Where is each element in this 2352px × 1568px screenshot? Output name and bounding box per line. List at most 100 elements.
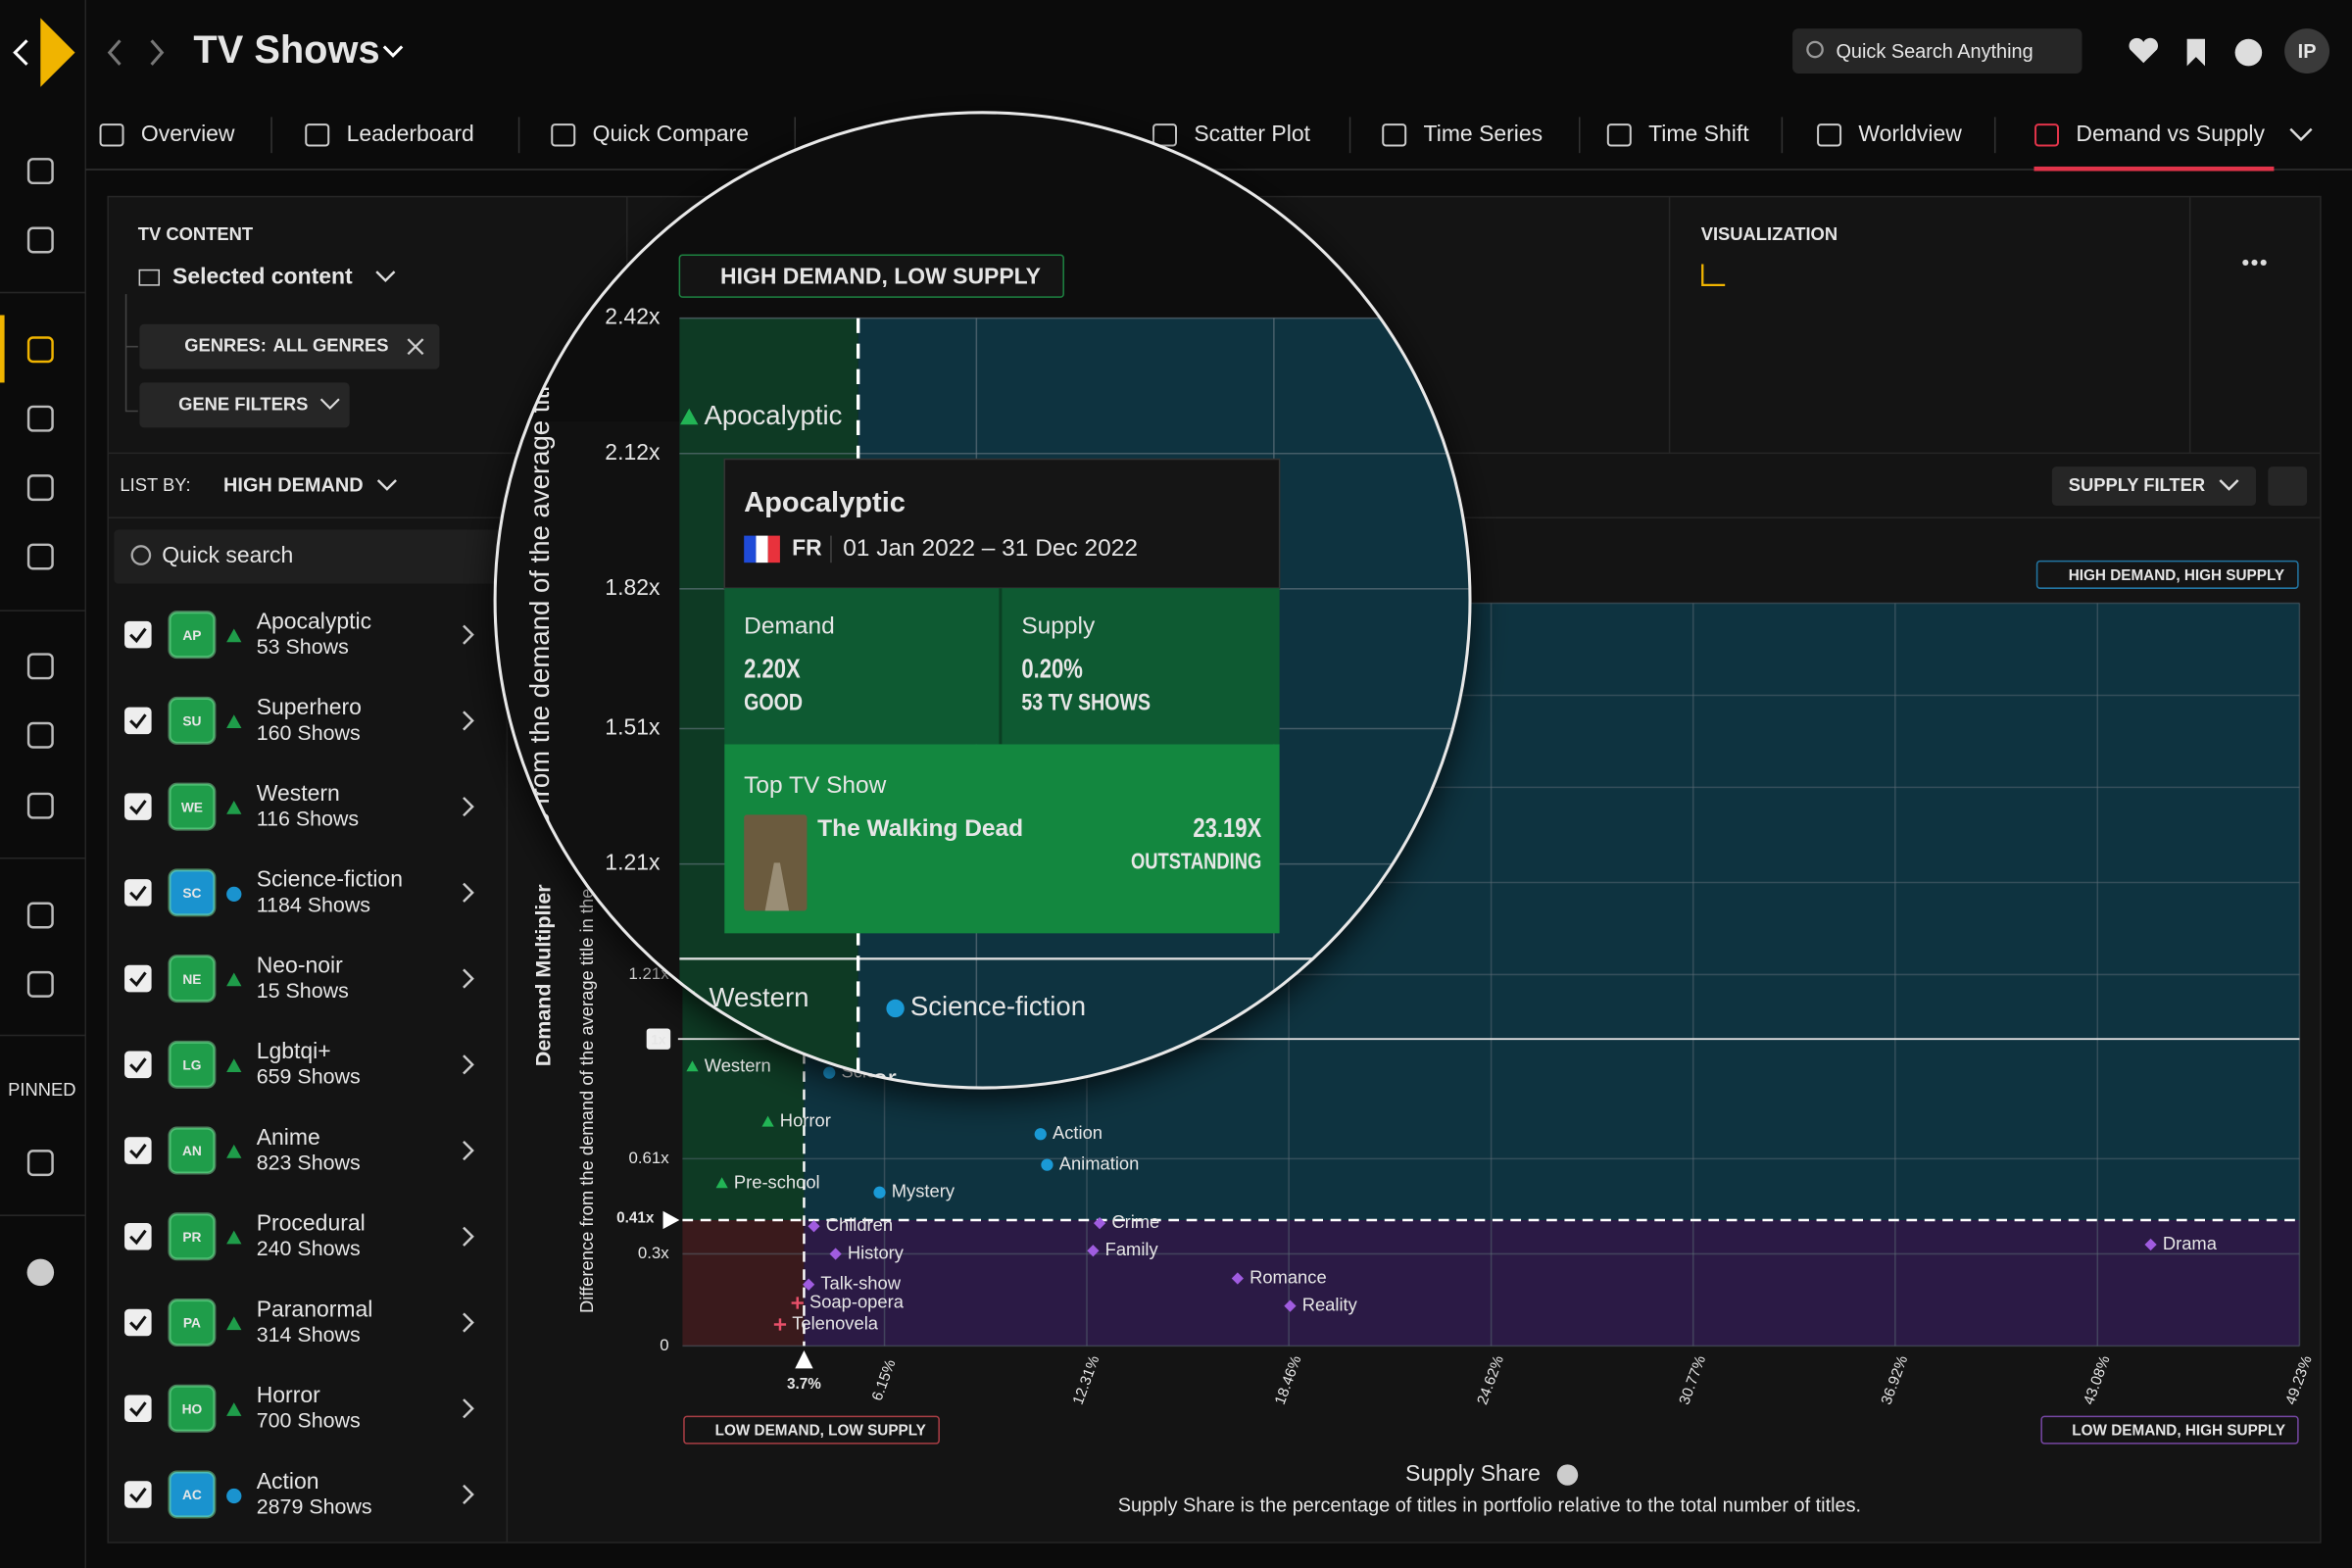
help-icon[interactable] (2234, 38, 2263, 67)
genre-chip[interactable] (139, 323, 440, 369)
tab-icon[interactable] (1382, 123, 1407, 147)
point-marker (1034, 1128, 1047, 1141)
checkbox[interactable] (124, 1223, 152, 1250)
bookmark-icon[interactable] (2186, 38, 2205, 67)
genre-code: AC (182, 1488, 202, 1502)
checkbox[interactable] (124, 793, 152, 820)
genre-code: AN (182, 1144, 202, 1158)
point-label: Soap-opera (809, 1291, 905, 1311)
content-selector[interactable]: Selected content (172, 263, 353, 288)
tooltip-supply-value: 0.20% (1021, 654, 1082, 684)
nav-icon[interactable] (26, 902, 54, 929)
logo (40, 18, 75, 87)
chip-close[interactable] (407, 338, 424, 356)
checkbox[interactable] (124, 1395, 152, 1423)
gene-chip[interactable] (139, 382, 350, 428)
back-arrow[interactable] (107, 39, 122, 66)
nav-icon[interactable] (26, 158, 54, 185)
nav-icon[interactable] (26, 405, 54, 432)
quick-search-box[interactable] (114, 529, 508, 584)
point-label: Family (1105, 1239, 1159, 1259)
genre-code: SC (182, 886, 201, 901)
nav-icon[interactable] (26, 543, 54, 570)
genre-tile (168, 1470, 217, 1519)
search-icon (130, 545, 152, 565)
checkbox[interactable] (124, 1308, 152, 1337)
point-marker (873, 1186, 886, 1199)
y-tick-label: 2.12x (605, 439, 661, 465)
tab-icon[interactable] (2034, 123, 2059, 147)
tab-icon[interactable] (551, 123, 576, 147)
tab-icon[interactable] (1152, 123, 1177, 147)
checkbox[interactable] (124, 879, 152, 906)
point-marker (226, 1402, 242, 1416)
list-by-value[interactable]: HIGH DEMAND (223, 474, 364, 496)
tab-icon[interactable] (305, 123, 330, 147)
nav-help[interactable] (26, 1258, 55, 1287)
x-axis-title: Supply Share (1405, 1460, 1541, 1486)
legend-button[interactable] (2268, 466, 2308, 506)
nav-icon[interactable] (26, 226, 54, 254)
y-tick-label: 0.3x (638, 1244, 669, 1262)
list-item[interactable]: LG Lgbtqi+659 Shows (124, 1038, 474, 1089)
tab-icon[interactable] (1817, 123, 1842, 147)
point-label: Talk-show (820, 1273, 901, 1294)
nav-icon[interactable] (26, 792, 54, 819)
checkbox[interactable] (124, 1051, 152, 1079)
supply-filter-button[interactable] (2051, 466, 2257, 506)
point-label: Crime (1111, 1211, 1159, 1232)
genre-count: 116 Shows (257, 808, 359, 831)
point-label: Pre-school (734, 1171, 820, 1192)
tab[interactable]: Time Series (1424, 121, 1544, 146)
pinned-label: PINNED (8, 1079, 75, 1100)
quadrant-label: LOW DEMAND, HIGH SUPPLY (2072, 1423, 2285, 1440)
check (129, 1229, 147, 1246)
checkbox[interactable] (124, 620, 152, 649)
checkbox[interactable] (124, 1481, 152, 1508)
tab[interactable]: Time Shift (1648, 121, 1749, 146)
info-icon[interactable] (1556, 1464, 1579, 1486)
checkbox[interactable] (124, 1137, 152, 1164)
tab[interactable]: Scatter Plot (1194, 121, 1310, 146)
nav-icon[interactable] (26, 336, 54, 364)
nav-icon[interactable] (26, 653, 54, 680)
title-chevron[interactable] (382, 45, 404, 58)
x-axis-note: Supply Share is the percentage of titles… (1118, 1494, 1861, 1516)
point-label: Romance (1250, 1266, 1327, 1287)
point-marker (1041, 1158, 1054, 1171)
tab[interactable]: Worldview (1858, 121, 1962, 146)
tab[interactable]: Overview (141, 121, 235, 146)
nav-icon[interactable] (26, 1150, 54, 1177)
point-marker (715, 1177, 728, 1189)
forward-arrow[interactable] (150, 39, 165, 66)
tab-icon[interactable] (99, 123, 124, 147)
avatar[interactable] (2284, 28, 2330, 74)
search-box[interactable] (1792, 28, 2082, 74)
nav-icon[interactable] (26, 970, 54, 998)
more-dot (2260, 259, 2267, 267)
tab[interactable]: Demand vs Supply (2076, 121, 2265, 146)
tab-icon[interactable] (1606, 123, 1632, 147)
tab[interactable]: Leaderboard (347, 121, 474, 146)
flag-red (767, 535, 780, 564)
page-title[interactable]: TV Shows (193, 28, 379, 72)
check (129, 1315, 147, 1331)
nav-icon[interactable] (26, 474, 54, 502)
reference-label: 1x (651, 1032, 666, 1047)
genre-tile (168, 1126, 217, 1175)
tab[interactable]: Quick Compare (593, 121, 749, 146)
heart-icon[interactable] (2129, 37, 2159, 64)
checkbox[interactable] (124, 707, 152, 735)
checkbox[interactable] (124, 964, 152, 993)
nav-icon[interactable] (26, 721, 54, 749)
